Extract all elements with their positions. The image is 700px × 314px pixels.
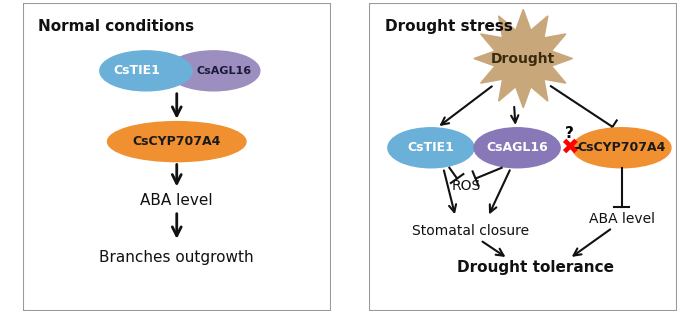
Text: ABA level: ABA level xyxy=(589,212,654,225)
Ellipse shape xyxy=(167,51,260,91)
Text: CsAGL16: CsAGL16 xyxy=(197,66,252,76)
Text: Drought tolerance: Drought tolerance xyxy=(457,260,614,275)
Text: ?: ? xyxy=(565,127,574,141)
Text: Drought stress: Drought stress xyxy=(385,19,512,34)
Text: CsTIE1: CsTIE1 xyxy=(407,141,454,154)
Text: Normal conditions: Normal conditions xyxy=(38,19,195,34)
Text: Branches outgrowth: Branches outgrowth xyxy=(99,250,254,264)
Text: ABA level: ABA level xyxy=(141,192,213,208)
Ellipse shape xyxy=(108,122,246,162)
Ellipse shape xyxy=(388,128,474,168)
Ellipse shape xyxy=(573,128,671,168)
Text: ✖: ✖ xyxy=(560,138,579,158)
Text: CsCYP707A4: CsCYP707A4 xyxy=(578,141,666,154)
Text: CsTIE1: CsTIE1 xyxy=(113,64,160,77)
Text: Drought: Drought xyxy=(491,51,555,66)
Ellipse shape xyxy=(100,51,192,91)
Text: CsAGL16: CsAGL16 xyxy=(486,141,548,154)
Text: Stomatal closure: Stomatal closure xyxy=(412,224,529,238)
Polygon shape xyxy=(474,9,573,108)
Text: CsCYP707A4: CsCYP707A4 xyxy=(132,135,221,148)
Text: ROS: ROS xyxy=(452,179,481,193)
Ellipse shape xyxy=(474,128,560,168)
